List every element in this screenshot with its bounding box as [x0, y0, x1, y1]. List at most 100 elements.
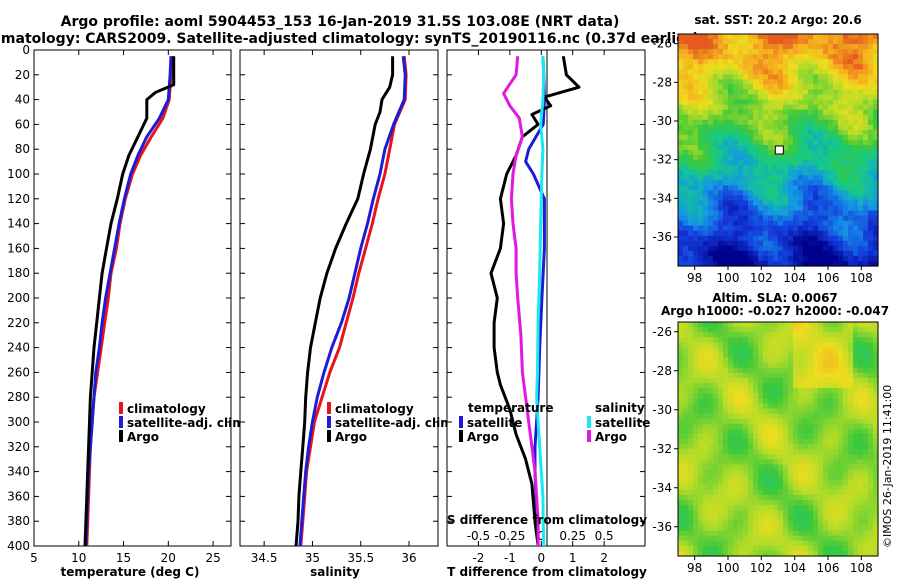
heatmap-cell — [833, 530, 839, 537]
heatmap-cell — [863, 347, 869, 354]
heatmap-cell — [863, 342, 869, 349]
heatmap-cell — [748, 134, 754, 141]
heatmap-cell — [788, 215, 794, 222]
heatmap-cell — [773, 545, 779, 552]
heatmap-cell — [768, 439, 774, 445]
heatmap-cell — [813, 129, 819, 136]
heatmap-cell — [718, 428, 724, 435]
heatmap-cell — [853, 540, 859, 547]
legend-swatch-climatology — [327, 402, 331, 414]
heatmap-cell — [723, 255, 729, 262]
heatmap-cell — [698, 545, 704, 552]
title-line-1: Argo profile: aoml 5904453_153 16-Jan-20… — [61, 14, 620, 30]
heatmap-cell — [803, 34, 809, 40]
heatmap-cell — [683, 403, 689, 410]
heatmap-cell — [813, 454, 819, 460]
heatmap-cell — [778, 540, 784, 547]
heatmap-cell — [798, 89, 804, 96]
heatmap-cell — [788, 165, 794, 171]
heatmap-cell — [708, 180, 714, 186]
heatmap-cell — [768, 500, 774, 506]
heatmap-cell — [823, 44, 829, 50]
heatmap-cell — [693, 175, 699, 181]
heatmap-cell — [743, 515, 749, 521]
heatmap-cell — [838, 39, 844, 45]
heatmap-cell — [843, 494, 849, 501]
heatmap-cell — [713, 383, 719, 389]
heatmap-cell — [803, 377, 809, 384]
heatmap-cell — [753, 484, 759, 491]
heatmap-cell — [868, 124, 874, 131]
heatmap-cell — [813, 200, 819, 207]
heatmap-cell — [678, 225, 684, 232]
heatmap-cell — [838, 535, 844, 542]
heatmap-cell — [723, 469, 729, 476]
heatmap-cell — [738, 418, 744, 425]
heatmap-cell — [833, 220, 839, 227]
heatmap-cell — [798, 332, 804, 338]
heatmap-cell — [768, 255, 774, 262]
heatmap-cell — [718, 260, 724, 267]
heatmap-cell — [728, 260, 734, 267]
heatmap-cell — [868, 129, 874, 136]
heatmap-cell — [843, 484, 849, 491]
heatmap-cell — [848, 139, 854, 146]
heatmap-cell — [828, 195, 834, 202]
heatmap-cell — [868, 459, 874, 466]
heatmap-cell — [678, 79, 684, 86]
heatmap-cell — [808, 54, 814, 60]
legend-label-climatology: climatology — [335, 402, 414, 416]
heatmap-cell — [798, 220, 804, 227]
heatmap-cell — [783, 99, 789, 106]
heatmap-cell — [758, 398, 764, 404]
heatmap-cell — [778, 170, 784, 176]
heatmap-cell — [773, 530, 779, 537]
heatmap-cell — [678, 160, 684, 166]
heatmap-cell — [843, 185, 849, 191]
heatmap-cell — [853, 337, 859, 343]
heatmap-cell — [718, 377, 724, 384]
heatmap-cell — [703, 500, 709, 506]
heatmap-cell — [763, 515, 769, 521]
heatmap-cell — [828, 444, 834, 450]
heatmap-cell — [768, 54, 774, 60]
heatmap-cell — [713, 165, 719, 171]
heatmap-cell — [698, 59, 704, 65]
depth-axis: 0204060801001201401601802002202402602803… — [7, 43, 231, 553]
heatmap-cell — [698, 479, 704, 486]
heatmap-cell — [793, 545, 799, 552]
heatmap-cell — [873, 388, 879, 394]
heatmap-cell — [813, 104, 819, 111]
heatmap-cell — [768, 530, 774, 537]
heatmap-cell — [698, 540, 704, 547]
heatmap-cell — [743, 225, 749, 232]
map-y-tick-label: -34 — [652, 191, 672, 205]
heatmap-cell — [778, 84, 784, 91]
heatmap-cell — [788, 255, 794, 262]
heatmap-cell — [823, 388, 829, 394]
heatmap-cell — [773, 347, 779, 354]
heatmap-cell — [728, 210, 734, 217]
heatmap-cell — [718, 327, 724, 333]
heatmap-cell — [693, 530, 699, 537]
heatmap-cell — [803, 39, 809, 45]
heatmap-cell — [768, 367, 774, 374]
heatmap-cell — [838, 449, 844, 455]
heatmap-cell — [803, 347, 809, 354]
heatmap-cell — [768, 398, 774, 404]
heatmap-cell — [778, 205, 784, 212]
heatmap-cell — [693, 413, 699, 420]
heatmap-cell — [808, 479, 814, 486]
heatmap-cell — [743, 377, 749, 384]
heatmap-cell — [713, 235, 719, 242]
heatmap-cell — [713, 505, 719, 511]
heatmap-cell — [683, 454, 689, 460]
heatmap-cell — [823, 210, 829, 217]
heatmap-cell — [768, 89, 774, 96]
heatmap-cell — [768, 175, 774, 181]
heatmap-cell — [873, 474, 879, 481]
heatmap-cell — [858, 255, 864, 262]
heatmap-cell — [748, 180, 754, 186]
heatmap-cell — [733, 250, 739, 257]
heatmap-cell — [803, 489, 809, 496]
